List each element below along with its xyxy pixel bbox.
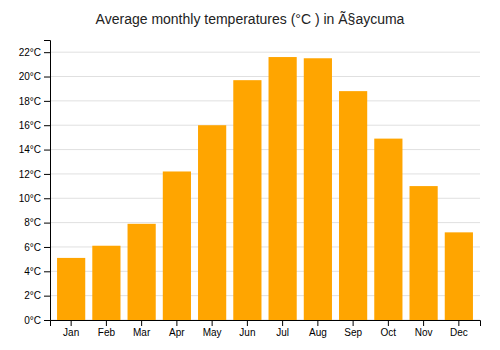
x-tick: Apr	[169, 320, 185, 338]
x-axis-line	[51, 321, 481, 327]
x-tick: Dec	[450, 320, 468, 338]
y-tick-label: 2°C	[24, 290, 41, 301]
y-tick-mark	[44, 174, 50, 175]
bar	[445, 232, 473, 320]
grid-line	[50, 173, 480, 174]
y-tick-label: 22°C	[19, 47, 41, 58]
bar	[374, 139, 402, 320]
x-tick-label: Feb	[98, 327, 116, 338]
y-tick-label: 4°C	[24, 266, 41, 277]
x-tick-mark	[106, 320, 107, 326]
grid-line	[50, 76, 480, 77]
y-tick-mark	[44, 223, 50, 224]
x-tick-label: May	[203, 327, 222, 338]
y-tick-label: 10°C	[19, 193, 41, 204]
y-tick: 16°C	[19, 120, 50, 131]
x-tick: Jul	[276, 320, 289, 338]
y-axis: 0°C 2°C 4°C 6°C 8°C 10°C 12°C 14°C 16°C 18°C 20°C 2…	[19, 41, 51, 326]
grid-line	[50, 100, 480, 101]
x-tick-label: Sep	[344, 327, 362, 338]
x-axis: Jan Feb Mar Apr May Jun Jul Aug Sep Oct Nov Dec	[51, 320, 481, 338]
bar	[304, 58, 332, 320]
y-tick-label: 12°C	[19, 169, 41, 180]
x-tick-mark	[71, 320, 72, 326]
x-tick-label: Apr	[169, 327, 185, 338]
x-tick-label: Jun	[239, 327, 255, 338]
bar	[410, 186, 438, 320]
x-tick-label: Jan	[63, 327, 79, 338]
bar	[233, 80, 261, 320]
y-tick: 14°C	[19, 144, 50, 155]
x-tick-mark	[212, 320, 213, 326]
y-tick-mark	[44, 247, 50, 248]
y-tick-mark	[44, 296, 50, 297]
y-tick-label: 18°C	[19, 96, 41, 107]
x-tick-mark	[423, 320, 424, 326]
y-tick-label: 8°C	[24, 217, 41, 228]
x-tick-mark	[388, 320, 389, 326]
y-tick-label: 16°C	[19, 120, 41, 131]
x-tick: Feb	[98, 320, 116, 338]
title: Average monthly temperatures (°C ) in Ã§…	[96, 11, 405, 27]
y-axis-line	[44, 41, 51, 321]
x-tick: May	[203, 320, 222, 338]
x-tick-label: Jul	[276, 327, 289, 338]
y-tick-label: 0°C	[24, 315, 41, 326]
x-tick-label: Oct	[381, 327, 397, 338]
y-tick-mark	[44, 52, 50, 53]
y-tick: 18°C	[19, 96, 50, 107]
bar	[163, 171, 191, 320]
y-tick: 20°C	[19, 71, 50, 82]
chart: Average monthly temperatures (°C ) in Ã§…	[0, 0, 500, 350]
bar	[339, 91, 367, 320]
grid-line	[50, 52, 480, 53]
y-tick: 22°C	[19, 47, 50, 58]
x-tick-label: Aug	[309, 327, 327, 338]
x-tick: Oct	[381, 320, 397, 338]
grid	[50, 52, 480, 320]
x-tick-label: Dec	[450, 327, 468, 338]
x-tick-mark	[353, 320, 354, 326]
y-tick-mark	[44, 271, 50, 272]
y-tick-label: 14°C	[19, 144, 41, 155]
y-tick-mark	[44, 101, 50, 102]
grid-line	[50, 149, 480, 150]
x-tick-label: Nov	[415, 327, 433, 338]
y-tick: 4°C	[24, 266, 50, 277]
x-tick: Jan	[63, 320, 79, 338]
x-tick-mark	[176, 320, 177, 326]
y-tick: 0°C	[24, 315, 50, 326]
x-tick: Jun	[239, 320, 255, 338]
y-tick-mark	[44, 320, 50, 321]
y-tick: 2°C	[24, 290, 50, 301]
bar	[198, 125, 226, 320]
bar	[92, 246, 120, 320]
y-tick-mark	[44, 77, 50, 78]
x-tick-mark	[317, 320, 318, 326]
bar	[269, 57, 297, 320]
bar	[57, 258, 85, 320]
x-tick-mark	[247, 320, 248, 326]
y-tick: 8°C	[24, 217, 50, 228]
x-tick: Aug	[309, 320, 327, 338]
x-tick-mark	[458, 320, 459, 326]
y-tick-label: 6°C	[24, 242, 41, 253]
x-tick-mark	[282, 320, 283, 326]
x-tick: Sep	[344, 320, 362, 338]
x-tick-label: Mar	[133, 327, 151, 338]
bars	[57, 57, 473, 320]
y-tick: 12°C	[19, 169, 50, 180]
x-tick: Nov	[415, 320, 433, 338]
y-tick-label: 20°C	[19, 71, 41, 82]
y-tick-mark	[44, 125, 50, 126]
grid-line	[50, 125, 480, 126]
y-tick: 10°C	[19, 193, 50, 204]
x-tick-mark	[141, 320, 142, 326]
plot: 0°C 2°C 4°C 6°C 8°C 10°C 12°C 14°C 16°C 18°C 20°C 2…	[19, 41, 481, 339]
y-tick-mark	[44, 198, 50, 199]
bar	[128, 224, 156, 320]
y-tick: 6°C	[24, 242, 50, 253]
x-tick: Mar	[133, 320, 151, 338]
y-tick-mark	[44, 150, 50, 151]
